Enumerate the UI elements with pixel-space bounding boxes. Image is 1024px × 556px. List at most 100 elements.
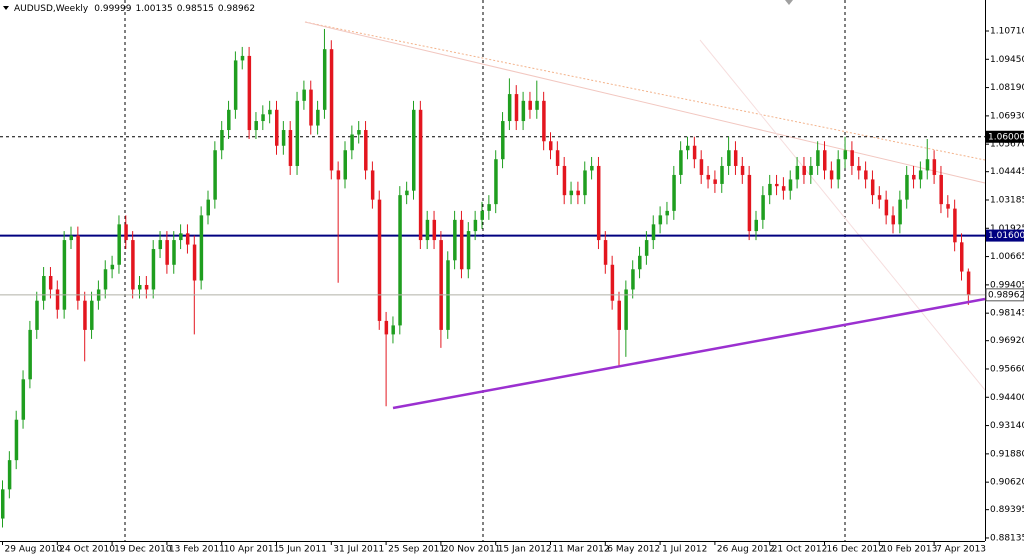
y-tick-label: 1.04445 [990,167,1024,177]
candle-body [795,165,800,180]
candle-body [672,174,676,211]
candle-body [850,150,854,166]
x-tick-label: 11 Mar 2012 [553,545,610,555]
candle-body [309,89,313,126]
x-tick-label: 29 Aug 2010 [5,545,63,555]
x-tick-label: 26 Aug 2012 [717,545,775,555]
candle-body [480,210,484,220]
candle-body [583,170,587,196]
candle-body [521,100,526,122]
candle-body [357,130,361,135]
candle-body [83,300,87,330]
candle-body [405,190,409,196]
support-line [392,297,986,410]
candle-body [158,240,163,250]
candle-body [391,325,395,335]
candle-body [528,100,532,110]
candle-body [768,183,772,196]
candle-body [932,159,937,175]
candle-body [843,150,848,160]
candle-body [439,240,443,330]
candle-body [240,55,245,61]
candle-body [487,204,491,211]
trend-line [699,39,986,391]
y-tick-label: 0.90620 [990,478,1024,488]
price-box-label: 1.06000 [988,132,1024,142]
candle-body [48,276,53,290]
candle-body [870,179,875,196]
y-tick-label: 0.98145 [990,309,1024,319]
header: AUDUSD,Weekly 0.99999 1.00135 0.98515 0.9896… [14,4,255,14]
high: 1.00135 [135,4,172,14]
candle-body [699,159,704,175]
candle-body [761,195,765,220]
candle-body [185,233,190,245]
candle-body [727,150,731,166]
candle-body [76,235,80,301]
candle-body [432,219,437,241]
x-tick-label: 15 Jan 2012 [498,545,552,555]
x-tick-label: 5 Jun 2011 [279,545,327,555]
candle-body [172,240,176,265]
y-tick-label: 1.03185 [990,195,1024,205]
candle-body [692,145,697,160]
candle-body [644,240,649,256]
candle-body [466,231,471,270]
candle-body [829,170,834,180]
candle-body [925,159,930,171]
candle-body [233,60,238,110]
drawn-lines [304,21,986,391]
candle-body [679,150,683,175]
candle-body [364,130,368,171]
candle-body [350,134,354,151]
y-tick-label: 1.01925 [990,224,1024,234]
candle-body [946,204,950,209]
x-tick-label: 10 Apr 2011 [224,545,280,555]
candle-body [720,165,724,184]
candle-body [343,150,347,180]
candle-body [14,419,19,461]
candle-body [377,199,382,321]
candle-body [781,186,786,191]
candle-body [638,255,642,270]
candle-body [370,170,375,200]
candle-body [425,219,430,241]
candle-body [501,121,505,160]
candle-body [953,208,957,243]
candle-body [110,264,115,270]
candle-body [802,165,806,175]
candle-body [117,224,121,265]
candle-body [651,224,656,241]
candle-body [788,179,793,191]
candle-body [7,460,12,490]
candle-body [144,284,149,290]
y-tick-label: 0.95660 [990,364,1024,374]
candle-body [686,145,690,151]
candle-body [103,269,108,290]
candle-body [569,190,574,196]
candle-body [624,289,628,330]
candle-body [809,165,813,175]
candle-body [322,49,327,110]
candle-body [268,109,272,115]
candle-body [336,170,341,180]
candle-body [507,94,512,122]
candle-body [69,235,73,241]
candle-body [610,264,615,301]
candle-body [542,100,546,142]
trend-line [304,21,986,184]
symbol: AUDUSD,Weekly [14,4,89,14]
x-tick-label: 25 Sep 2011 [388,545,445,555]
x-tick-label: 16 Dec 2012 [827,545,885,555]
x-tick-label: 21 Oct 2012 [772,545,828,555]
x-tick-label: 10 Feb 2013 [881,545,937,555]
y-tick-label: 0.91880 [990,449,1024,459]
candle-body [603,240,608,265]
candle-body [535,100,539,110]
candle-body [62,240,67,310]
y-tick-label: 0.89395 [990,505,1024,515]
candle-body [912,174,916,180]
candle-body [459,219,464,270]
